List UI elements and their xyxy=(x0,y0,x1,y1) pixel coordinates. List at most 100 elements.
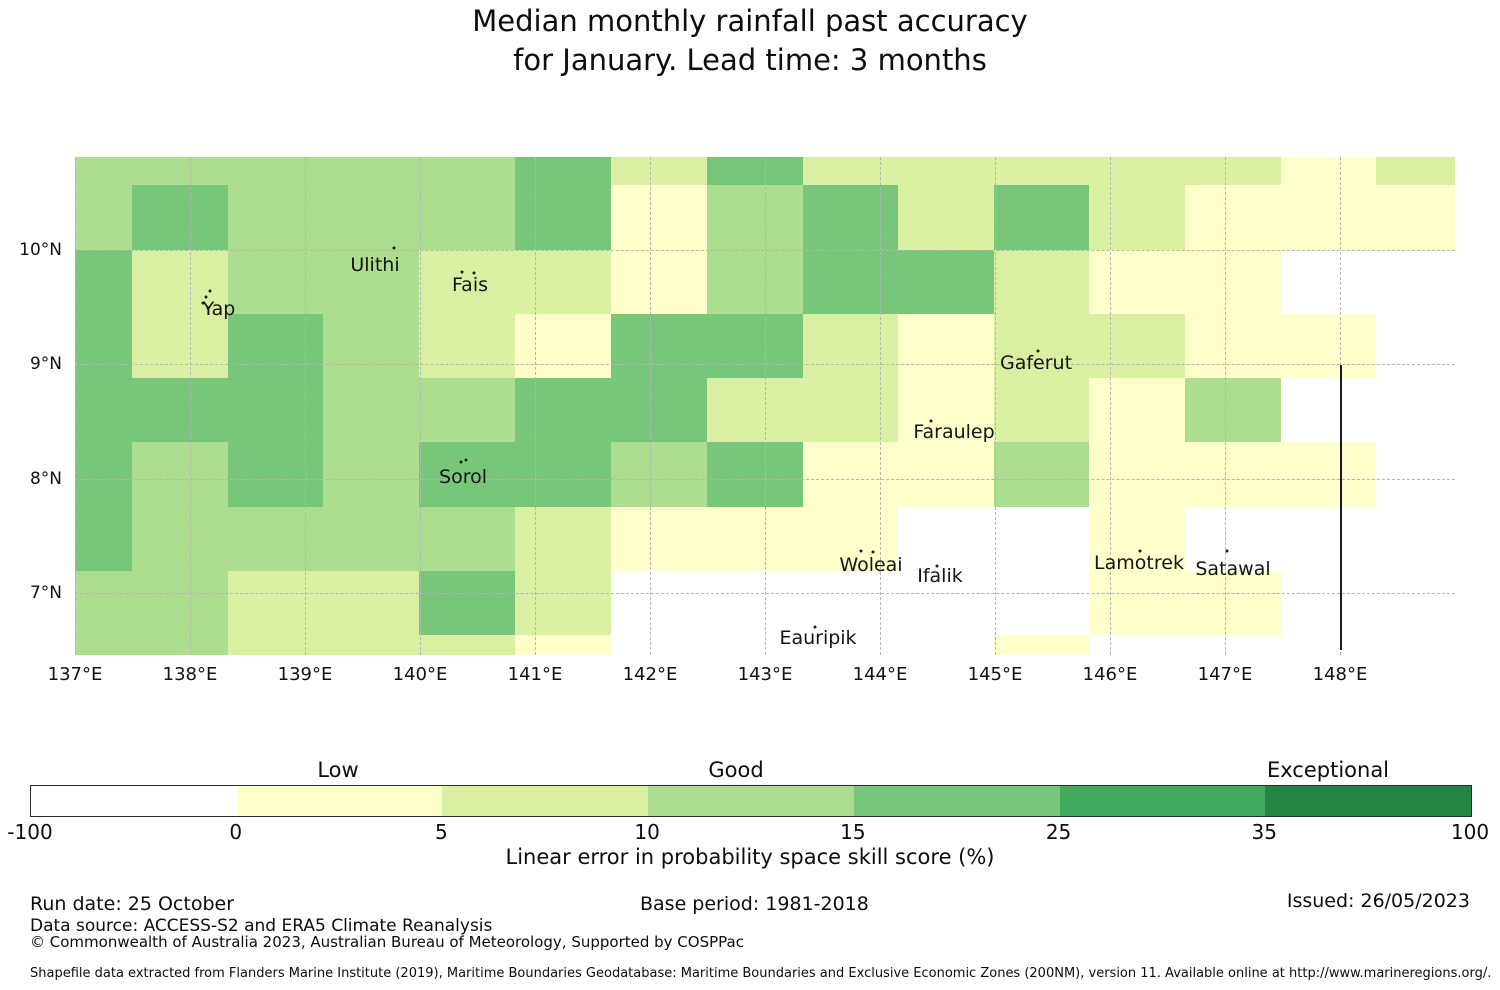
chart-title: Median monthly rainfall past accuracy fo… xyxy=(0,2,1500,80)
lat-tick-label: 10°N xyxy=(19,240,62,260)
island-marker-icon xyxy=(208,289,212,293)
grid-cell xyxy=(898,157,994,185)
grid-cell xyxy=(898,250,994,314)
colorbar-tick-label: -100 xyxy=(7,820,53,844)
grid-cell xyxy=(707,185,803,250)
colorbar-segment xyxy=(853,786,1060,816)
grid-cell xyxy=(75,185,132,250)
colorbar-segment xyxy=(1265,786,1471,816)
grid-cell xyxy=(994,157,1089,185)
island-label-sorol: Sorol xyxy=(439,466,487,488)
grid-cell xyxy=(803,571,898,635)
island-marker-icon xyxy=(1138,549,1142,553)
grid-cell xyxy=(1376,571,1455,635)
grid-cell xyxy=(515,442,611,507)
grid-cell xyxy=(132,507,228,571)
grid-cell xyxy=(1185,314,1281,378)
island-marker-icon xyxy=(1225,549,1229,553)
colorbar-tick-label: 100 xyxy=(1450,820,1490,844)
island-marker-icon xyxy=(859,549,863,553)
grid-cell xyxy=(707,157,803,185)
grid-cell xyxy=(419,157,515,185)
colorbar-segment xyxy=(1059,786,1266,816)
grid-cell xyxy=(1281,314,1376,378)
lon-tick-label: 138°E xyxy=(162,664,218,685)
copyright-text: © Commonwealth of Australia 2023, Austra… xyxy=(30,933,744,951)
colorbar-tick-label: 15 xyxy=(840,820,866,844)
grid-cell xyxy=(323,571,419,635)
grid-cell xyxy=(803,378,898,442)
grid-cell xyxy=(1376,157,1455,185)
grid-cell xyxy=(707,507,803,571)
grid-cell xyxy=(228,314,323,378)
grid-cell xyxy=(1089,378,1185,442)
island-marker-icon xyxy=(871,550,875,554)
grid-cell xyxy=(898,314,994,378)
grid-cell xyxy=(228,157,323,185)
grid-cell xyxy=(1281,442,1376,507)
island-marker-icon xyxy=(472,271,476,275)
grid-cell xyxy=(1376,442,1455,507)
grid-cell xyxy=(994,185,1089,250)
island-marker-icon xyxy=(1036,349,1040,353)
run-date-text: Run date: 25 October xyxy=(30,893,235,915)
map-gridline-vertical xyxy=(190,157,191,655)
grid-cell xyxy=(1185,250,1281,314)
grid-cell xyxy=(75,571,132,635)
grid-cell xyxy=(898,185,994,250)
grid-cell xyxy=(75,157,132,185)
lon-tick-label: 148°E xyxy=(1312,664,1368,685)
island-marker-icon xyxy=(201,301,205,305)
grid-cell xyxy=(132,442,228,507)
grid-cell xyxy=(994,378,1089,442)
colorbar-tick-label: 10 xyxy=(634,820,660,844)
colorbar-tick-label: 5 xyxy=(435,820,448,844)
grid-cell xyxy=(75,507,132,571)
eez-boundary-line xyxy=(1340,365,1342,650)
map-gridline-vertical xyxy=(1110,157,1111,655)
grid-cell xyxy=(707,378,803,442)
lon-tick-label: 146°E xyxy=(1082,664,1138,685)
colorbar xyxy=(30,785,1472,817)
shapefile-note-text: Shapefile data extracted from Flanders M… xyxy=(30,966,1492,981)
grid-cell xyxy=(803,314,898,378)
grid-cell xyxy=(611,571,707,635)
grid-cell xyxy=(1281,571,1376,635)
grid-cell xyxy=(1089,157,1185,185)
grid-cell xyxy=(994,635,1089,655)
lon-tick-label: 143°E xyxy=(737,664,793,685)
grid-cell xyxy=(515,250,611,314)
grid-cell xyxy=(228,507,323,571)
grid-cell xyxy=(803,185,898,250)
grid-cell xyxy=(323,185,419,250)
grid-cell xyxy=(419,378,515,442)
grid-cell xyxy=(1281,507,1376,571)
island-marker-icon xyxy=(464,458,468,462)
island-label-satawal: Satawal xyxy=(1195,558,1271,580)
grid-cell xyxy=(611,635,707,655)
island-label-yap: Yap xyxy=(202,298,236,320)
grid-cell xyxy=(515,314,611,378)
grid-cell xyxy=(323,157,419,185)
grid-cell xyxy=(611,314,707,378)
grid-cell xyxy=(611,378,707,442)
grid-cell xyxy=(515,157,611,185)
grid-cell xyxy=(994,507,1089,571)
grid-cell xyxy=(75,250,132,314)
grid-cell xyxy=(323,635,419,655)
lon-tick-label: 137°E xyxy=(47,664,103,685)
island-label-gaferut: Gaferut xyxy=(999,352,1073,374)
grid-cell xyxy=(75,314,132,378)
island-label-faraulep: Faraulep xyxy=(913,421,995,443)
grid-cell xyxy=(132,157,228,185)
map-gridline-vertical xyxy=(765,157,766,655)
grid-cell xyxy=(228,635,323,655)
grid-cell xyxy=(898,378,994,442)
chart-title-line2: for January. Lead time: 3 months xyxy=(513,43,987,77)
grid-cell xyxy=(1185,635,1281,655)
grid-cell xyxy=(707,571,803,635)
grid-cell xyxy=(419,314,515,378)
grid-cell xyxy=(1185,442,1281,507)
grid-cell xyxy=(898,571,994,635)
